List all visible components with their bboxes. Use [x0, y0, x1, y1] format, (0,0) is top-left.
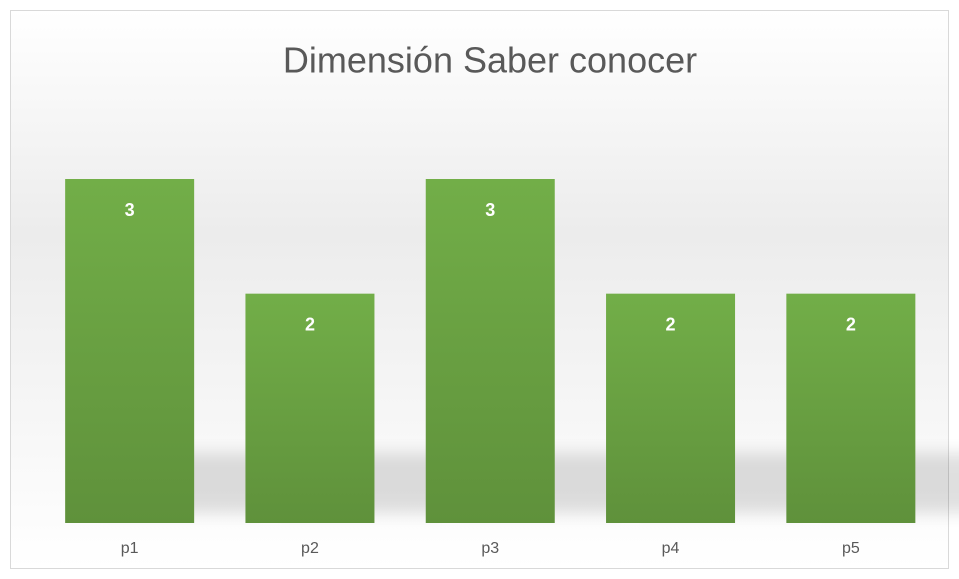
bar — [606, 293, 736, 523]
x-tick-label: p1 — [121, 540, 139, 557]
bar — [786, 293, 916, 523]
data-label: 3 — [485, 200, 495, 220]
bar — [245, 293, 375, 523]
data-label: 2 — [305, 314, 315, 334]
x-tick-label: p3 — [481, 540, 499, 557]
x-tick-label: p4 — [662, 540, 680, 557]
x-tick-label: p2 — [301, 540, 319, 557]
bar — [65, 179, 195, 523]
data-label: 3 — [125, 200, 135, 220]
data-label: 2 — [666, 314, 676, 334]
chart-title: Dimensión Saber conocer — [283, 40, 697, 81]
bar — [425, 179, 555, 523]
data-label: 2 — [846, 314, 856, 334]
x-tick-label: p5 — [842, 540, 860, 557]
